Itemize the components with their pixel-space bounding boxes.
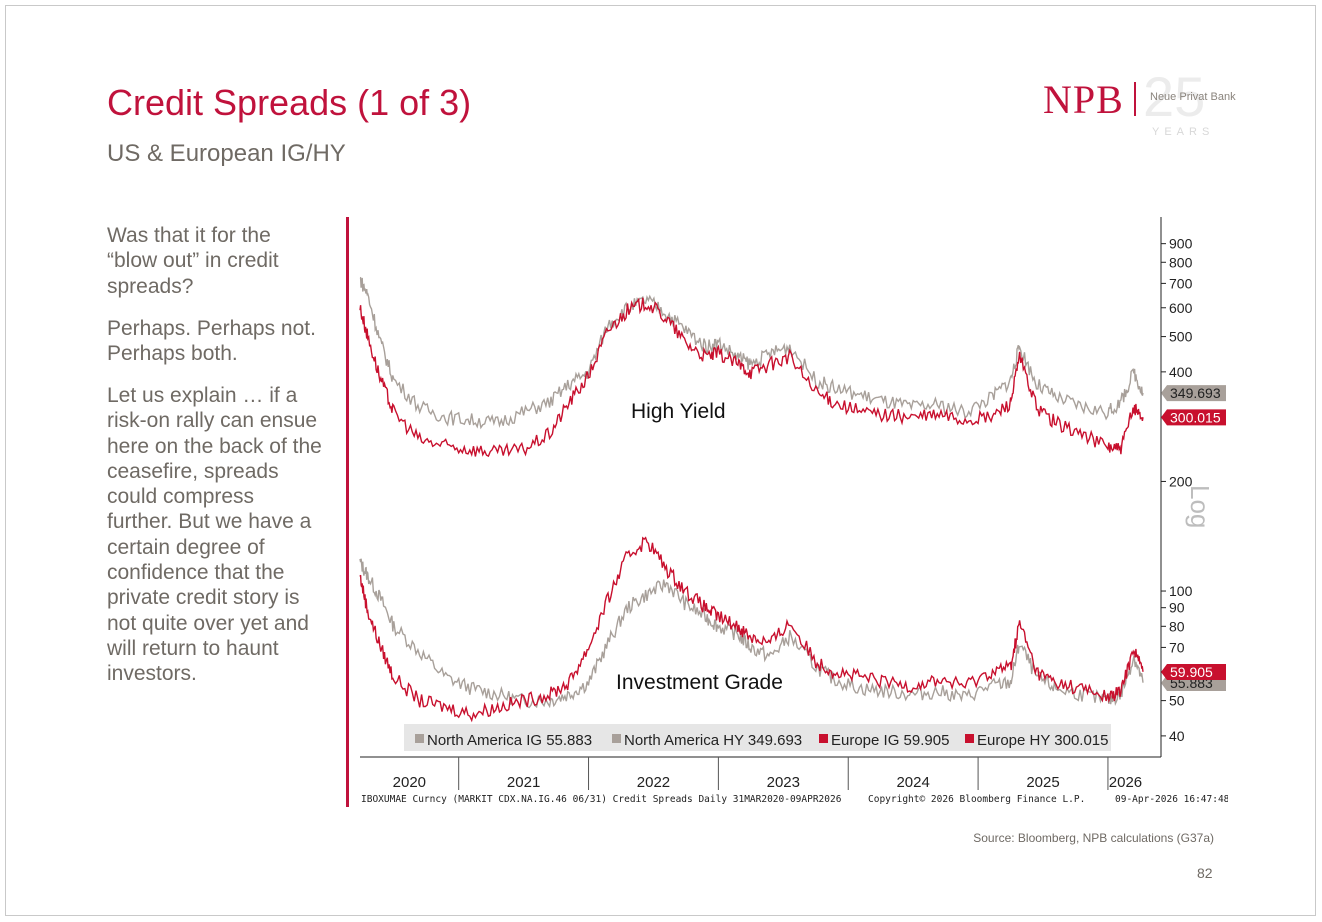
x-tick-label-2026: 2026 [1109,774,1142,791]
series-line-north-america-ig [359,558,1144,709]
chart-legend: North America IG 55.883 North America HY… [404,724,1111,751]
logo-brand: NPB [1043,77,1124,122]
y-tick-label-200: 200 [1169,473,1193,489]
slide [5,5,1316,916]
legend-na-hy: North America HY 349.693 [624,732,802,749]
logo-bank-name: Neue Privat Bank [1150,91,1236,103]
legend-na-ig: North America IG 55.883 [427,732,592,749]
x-tick-label-2020: 2020 [393,774,426,791]
last-value-north-america-hy: 349.693 [1170,385,1221,401]
legend-background [404,724,1111,751]
y-tick-label-700: 700 [1169,275,1193,291]
commentary-paragraph-2: Perhaps. Perhaps not. Perhaps both. [107,317,316,366]
x-tick-label-2023: 2023 [767,774,800,791]
y-tick-label-900: 900 [1169,236,1193,252]
chart-footer-copyright: Copyright© 2026 Bloomberg Finance L.P. [868,794,1085,805]
chart-accent-bar [346,217,349,807]
y-tick-label-80: 80 [1169,618,1185,634]
last-value-europe-ig: 59.905 [1170,664,1213,680]
legend-swatch-eu-hy [965,734,974,743]
series-line-europe-ig [359,536,1144,723]
legend-swatch-eu-ig [819,734,828,743]
legend-swatch-na-hy [612,734,621,743]
x-tick-label-2024: 2024 [896,774,929,791]
annotation-high-yield: High Yield [631,400,726,423]
legend-eu-ig: Europe IG 59.905 [831,732,949,749]
x-tick-label-2025: 2025 [1026,774,1059,791]
y-tick-label-70: 70 [1169,639,1185,655]
series-line-north-america-hy [359,276,1144,430]
page-subtitle: US & European IG/HY [107,140,346,167]
y-tick-label-50: 50 [1169,693,1185,709]
last-value-europe-hy: 300.015 [1170,409,1221,425]
y-tick-label-500: 500 [1169,329,1193,345]
legend-eu-hy: Europe HY 300.015 [977,732,1109,749]
page-title: Credit Spreads (1 of 3) [107,82,472,123]
logo-years: YEARS [1152,126,1215,138]
logo-divider [1134,82,1136,116]
y-tick-label-90: 90 [1169,600,1185,616]
commentary-paragraph-3: Let us explain … if a risk-on rally can … [107,384,322,686]
y-tick-label-400: 400 [1169,364,1193,380]
y-tick-label-600: 600 [1169,300,1193,316]
log-scale-label: Log [1185,485,1215,528]
last-value-tag-europe-hy [1161,409,1226,426]
y-tick-label-100: 100 [1169,583,1193,599]
chart-footer-source: IBOXUMAE Curncy (MARKIT CDX.NA.IG.46 06/… [361,794,842,805]
page-number: 82 [1197,865,1213,881]
y-tick-label-40: 40 [1169,728,1185,744]
chart-footer-timestamp: 09-Apr-2026 16:47:48 [1115,794,1228,805]
logo-anniversary: 25 [1143,65,1206,128]
series-line-europe-hy [359,297,1144,458]
credit-spreads-chart: 40 50 70 80 90 100 200 400 500 600 700 800 900 2020 20… [346,217,1230,809]
x-tick-label-2022: 2022 [637,774,670,791]
commentary-paragraph-1: Was that it for the “blow out” in credit… [107,224,279,298]
last-value-tag-north-america-hy [1161,385,1226,402]
annotation-investment-grade: Investment Grade [616,671,783,694]
legend-swatch-na-ig [415,734,424,743]
x-tick-label-2021: 2021 [507,774,540,791]
source-note: Source: Bloomberg, NPB calculations (G37… [973,831,1214,845]
last-value-tag-europe-ig [1161,664,1226,681]
y-tick-label-800: 800 [1169,254,1193,270]
